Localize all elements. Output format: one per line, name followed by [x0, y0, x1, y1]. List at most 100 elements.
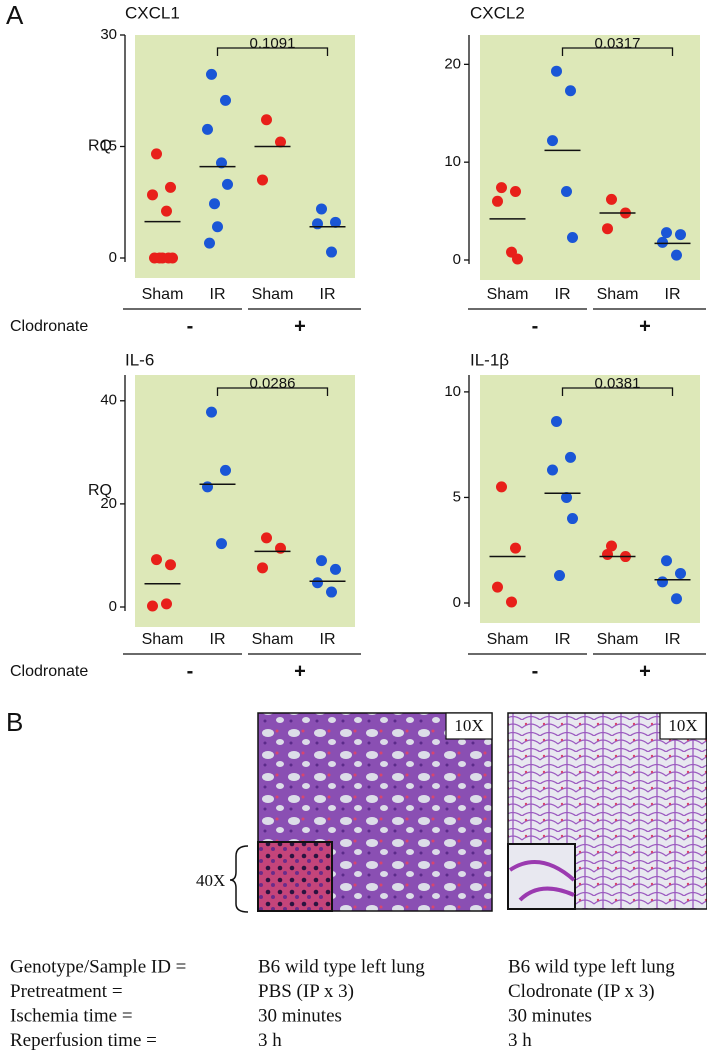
data-point: [147, 600, 158, 612]
data-point: [675, 229, 686, 241]
data-point: [149, 252, 160, 264]
y-tick-label: 20: [100, 495, 117, 512]
data-point: [675, 567, 686, 579]
data-point: [147, 189, 158, 201]
x-tick-label: Sham: [597, 286, 639, 303]
inset-detail: [508, 860, 576, 902]
data-point: [606, 193, 617, 205]
data-point: [492, 581, 503, 593]
table-cell: B6 wild type left lung: [258, 956, 425, 977]
p-value: 0.0317: [595, 35, 641, 52]
x-tick-label: Sham: [252, 631, 294, 648]
y-tick-label: 10: [444, 383, 461, 400]
data-point: [661, 555, 672, 567]
data-point: [671, 593, 682, 605]
y-tick-label: 15: [100, 137, 117, 154]
data-point: [492, 195, 503, 207]
table-cell: Ischemia time =: [10, 1005, 133, 1026]
table-cell: 3 h: [508, 1030, 532, 1050]
inset-image: [257, 841, 333, 912]
y-tick-label: 20: [444, 55, 461, 72]
data-point: [316, 555, 327, 567]
data-point: [330, 216, 341, 228]
data-point: [561, 186, 572, 198]
data-point: [261, 532, 272, 544]
y-tick-label: 30: [100, 26, 117, 43]
y-tick-label: 40: [100, 392, 117, 409]
data-point: [312, 218, 323, 230]
data-point: [212, 221, 223, 233]
data-point: [151, 554, 162, 566]
data-point: [220, 464, 231, 476]
x-tick-label: IR: [210, 631, 226, 648]
y-tick-label: 10: [444, 153, 461, 170]
table-cell: Pretreatment =: [10, 981, 123, 1002]
data-point: [510, 186, 521, 198]
group-label: -: [187, 315, 194, 337]
group-label: -: [187, 660, 194, 682]
data-point: [606, 540, 617, 552]
data-point: [657, 236, 668, 248]
data-point: [206, 406, 217, 418]
group-label: -: [532, 315, 539, 337]
inset-image: [507, 843, 576, 910]
chart-title: CXCL2: [470, 3, 525, 22]
data-point: [202, 123, 213, 135]
data-point: [657, 576, 668, 588]
significance-bracket: [216, 47, 329, 56]
table-cell: Clodronate (IP x 3): [508, 981, 655, 1002]
data-point: [202, 481, 213, 493]
x-tick-label: Sham: [252, 286, 294, 303]
data-point: [496, 182, 507, 194]
data-point: [671, 249, 682, 261]
group-label: +: [639, 315, 651, 337]
group-label: -: [532, 660, 539, 682]
table-cell: Reperfusion time =: [10, 1030, 157, 1050]
table-cell: 3 h: [258, 1030, 282, 1050]
table-cell: Genotype/Sample ID =: [10, 956, 186, 977]
info-table: Genotype/Sample ID = B6 wild type left lu…: [10, 956, 675, 1051]
plot-background: [480, 375, 700, 623]
data-point: [661, 227, 672, 239]
brace: [229, 845, 249, 913]
magnification-box: [445, 712, 493, 740]
data-point: [316, 203, 327, 215]
table-cell: B6 wild type left lung: [508, 956, 675, 977]
data-point: [506, 596, 517, 608]
data-point: [565, 85, 576, 97]
data-point: [165, 181, 176, 193]
x-tick-label: IR: [320, 286, 336, 303]
chart-title: CXCL1: [125, 3, 180, 22]
y-axis-label: RQ: [88, 138, 112, 155]
data-point: [204, 237, 215, 249]
group-title: Clodronate: [10, 318, 88, 335]
significance-bracket: [561, 387, 674, 396]
y-tick-label: 0: [109, 249, 117, 266]
data-point: [554, 570, 565, 582]
table-cell: 30 minutes: [508, 1005, 592, 1026]
x-tick-label: IR: [555, 631, 571, 648]
data-point: [567, 232, 578, 243]
magnification-label: 10X: [668, 716, 697, 735]
data-point: [216, 157, 227, 169]
x-tick-label: IR: [665, 286, 681, 303]
data-point: [602, 548, 613, 560]
p-value: 0.0286: [250, 375, 296, 392]
data-point: [261, 114, 272, 126]
data-point: [312, 577, 323, 589]
magnification-label: 10X: [454, 716, 483, 735]
panel-label: B: [6, 707, 23, 737]
magnification-box: [659, 712, 707, 740]
p-value: 0.0381: [595, 375, 641, 392]
data-point: [326, 246, 337, 258]
group-label: +: [294, 315, 306, 337]
x-tick-label: IR: [320, 631, 336, 648]
data-point: [496, 481, 507, 493]
x-tick-label: IR: [210, 286, 226, 303]
y-tick-label: 0: [453, 594, 461, 611]
data-point: [220, 94, 231, 106]
chart-title: IL-6: [125, 350, 154, 369]
x-tick-label: Sham: [142, 631, 184, 648]
data-point: [602, 223, 613, 235]
